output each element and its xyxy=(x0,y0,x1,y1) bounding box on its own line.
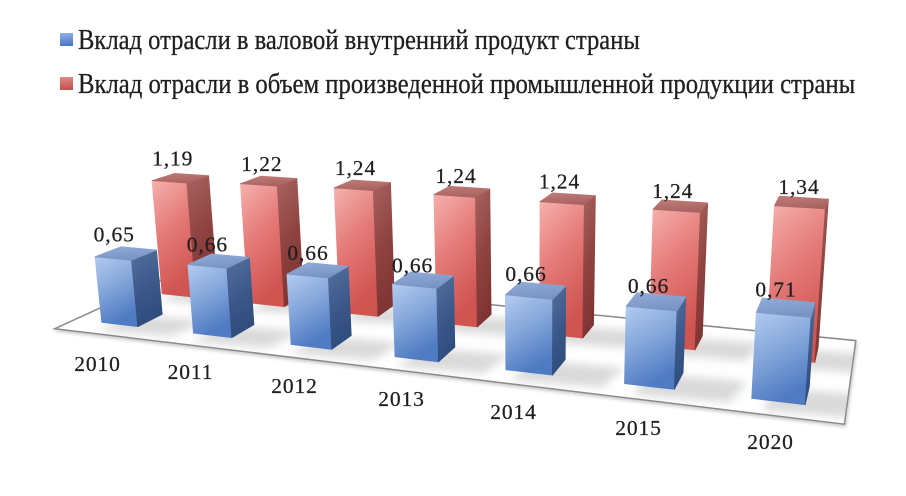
svg-text:2014: 2014 xyxy=(490,400,537,424)
svg-text:0,66: 0,66 xyxy=(287,241,328,265)
svg-text:1,19: 1,19 xyxy=(152,147,193,171)
svg-text:2012: 2012 xyxy=(271,374,318,398)
svg-text:2020: 2020 xyxy=(747,430,794,454)
svg-text:1,22: 1,22 xyxy=(241,152,282,176)
svg-text:0,65: 0,65 xyxy=(94,223,135,247)
svg-text:0,66: 0,66 xyxy=(628,274,669,298)
svg-text:2013: 2013 xyxy=(378,387,425,411)
svg-text:1,24: 1,24 xyxy=(539,169,580,193)
svg-text:1,24: 1,24 xyxy=(335,156,376,180)
svg-text:2010: 2010 xyxy=(74,352,121,376)
svg-text:0,66: 0,66 xyxy=(505,262,546,286)
svg-text:0,66: 0,66 xyxy=(187,233,228,257)
svg-text:2011: 2011 xyxy=(168,360,214,384)
svg-text:2015: 2015 xyxy=(615,416,662,440)
svg-text:1,34: 1,34 xyxy=(778,175,819,199)
svg-text:0,66: 0,66 xyxy=(392,253,433,277)
svg-text:1,24: 1,24 xyxy=(652,179,693,203)
svg-text:1,24: 1,24 xyxy=(435,164,476,188)
svg-text:0,71: 0,71 xyxy=(755,277,796,301)
